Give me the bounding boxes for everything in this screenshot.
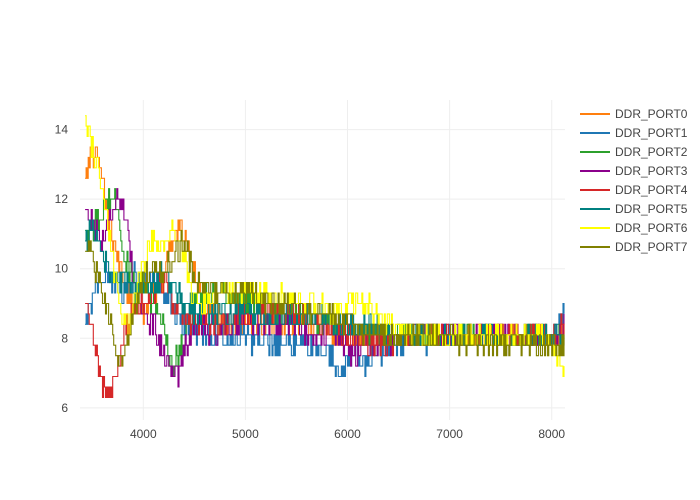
legend-item-ddr-port1[interactable]: DDR_PORT1 <box>580 126 688 140</box>
legend-label: DDR_PORT7 <box>615 240 688 254</box>
legend-item-ddr-port3[interactable]: DDR_PORT3 <box>580 164 688 178</box>
y-axis: 6 8 10 12 14 <box>55 123 69 415</box>
y-tick-label-1: 8 <box>61 331 68 345</box>
legend-item-ddr-port4[interactable]: DDR_PORT4 <box>580 183 688 197</box>
legend-item-ddr-port2[interactable]: DDR_PORT2 <box>580 145 688 159</box>
legend-item-ddr-port0[interactable]: DDR_PORT0 <box>580 107 688 121</box>
legend: DDR_PORT0 DDR_PORT1 DDR_PORT2 DDR_PORT3 DDR_… <box>580 107 688 254</box>
legend-item-ddr-port7[interactable]: DDR_PORT7 <box>580 240 688 254</box>
x-tick-label-1: 5000 <box>232 427 259 441</box>
y-tick-label-4: 14 <box>55 123 69 137</box>
legend-label: DDR_PORT1 <box>615 126 688 140</box>
series-lines <box>85 115 565 398</box>
legend-label: DDR_PORT5 <box>615 202 688 216</box>
y-tick-label-0: 6 <box>61 401 68 415</box>
legend-label: DDR_PORT4 <box>615 183 688 197</box>
legend-label: DDR_PORT2 <box>615 145 688 159</box>
x-tick-label-4: 8000 <box>538 427 565 441</box>
series-line-ddr-port7 <box>85 229 565 367</box>
y-tick-label-2: 10 <box>55 262 69 276</box>
legend-label: DDR_PORT0 <box>615 107 688 121</box>
legend-label: DDR_PORT3 <box>615 164 688 178</box>
y-tick-label-3: 12 <box>55 192 69 206</box>
legend-label: DDR_PORT6 <box>615 221 688 235</box>
x-tick-label-3: 7000 <box>436 427 463 441</box>
legend-item-ddr-port6[interactable]: DDR_PORT6 <box>580 221 688 235</box>
x-tick-label-2: 6000 <box>334 427 361 441</box>
legend-item-ddr-port5[interactable]: DDR_PORT5 <box>580 202 688 216</box>
x-tick-label-0: 4000 <box>130 427 157 441</box>
x-axis: 4000 5000 6000 7000 8000 <box>130 427 565 441</box>
